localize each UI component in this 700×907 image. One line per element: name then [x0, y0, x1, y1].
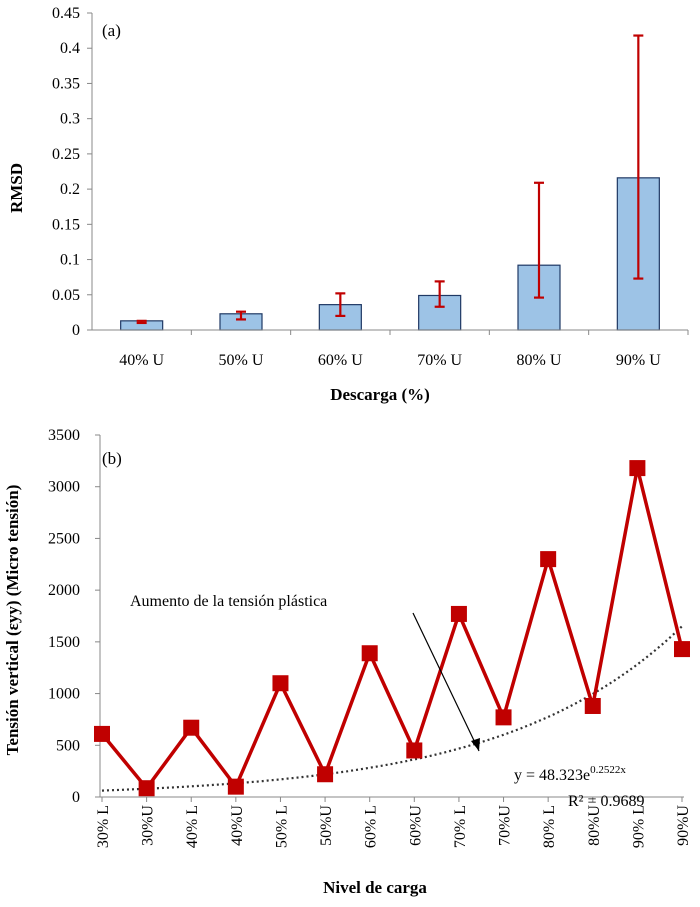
chart-b-x-tick-label: 80% L	[541, 805, 558, 848]
chart-b-y-tick-label: 3000	[48, 479, 80, 496]
chart-b-series-line	[100, 467, 684, 792]
chart-b-y-tick-labels: 0 500 1000 1500 2000 2500 3000 3500	[48, 427, 80, 806]
chart-b-x-axis-title: Nivel de carga	[323, 878, 427, 897]
chart-a-x-tick-label: 60% U	[318, 352, 363, 369]
chart-a-y-tick-label: 0.35	[52, 75, 80, 92]
chart-b-equation-base: y = 48.323e	[514, 767, 590, 784]
chart-b-marker	[317, 766, 334, 783]
chart-b-x-tick-label: 90%U	[675, 805, 692, 846]
chart-b-x-tick-label: 30% L	[95, 805, 112, 848]
chart-b-marker	[629, 460, 646, 477]
chart-b-y-tick-label: 2000	[48, 582, 80, 599]
chart-a-x-axis-title: Descarga (%)	[330, 385, 430, 404]
chart-b-x-tick-label: 80%U	[586, 805, 603, 846]
chart-b-markers	[94, 460, 690, 797]
chart-b-panel-label: (b)	[102, 449, 122, 468]
chart-a-x-tick-label: 80% U	[517, 352, 562, 369]
chart-b-y-tick-label: 1500	[48, 634, 80, 651]
chart-b-x-tick-label: 60% L	[363, 805, 380, 848]
chart-b-x-tick-label: 70%U	[497, 805, 514, 846]
chart-b-marker	[227, 778, 244, 795]
chart-a-y-tick-label: 0.2	[60, 181, 80, 198]
chart-a-x-tick-label: 40% U	[119, 352, 164, 369]
chart-b-marker	[584, 697, 601, 714]
chart-b-marker	[272, 675, 289, 692]
chart-b-marker	[361, 645, 378, 662]
chart-b-y-tick-label: 1000	[48, 686, 80, 703]
chart-a-y-tick-label: 0.05	[52, 287, 80, 304]
chart-b-marker	[450, 605, 467, 622]
chart-b-marker	[540, 551, 557, 568]
chart-b-y-tick-label: 0	[72, 789, 80, 806]
chart-b-x-tick-label: 40%U	[229, 805, 246, 846]
chart-b-marker	[138, 780, 155, 797]
chart-b-y-axis-title-text: Tensión vertical (εyy) (Micro tensión)	[3, 485, 22, 756]
chart-a-y-tick-label: 0.3	[60, 111, 80, 128]
chart-a-error-bars	[136, 34, 644, 325]
chart-b-y-tick-label: 3500	[48, 427, 80, 444]
chart-b-tension: 0 500 1000 1500 2000 2500 3000 3500 30% L 30%U 40…	[3, 427, 692, 897]
chart-b-x-tick-label: 90% L	[630, 805, 647, 848]
chart-b-x-tick-label: 70% L	[452, 805, 469, 848]
chart-a-y-axis-title: RMSD	[7, 163, 26, 213]
chart-b-x-tick-label: 30%U	[140, 805, 157, 846]
chart-a-y-tick-label: 0.4	[60, 40, 80, 57]
chart-a-y-tick-label: 0.1	[60, 252, 80, 269]
chart-a-y-tick-label: 0	[72, 322, 80, 339]
chart-a-y-tick-label: 0.25	[52, 146, 80, 163]
chart-a-x-tick-label: 50% U	[219, 352, 264, 369]
chart-a-y-tick-labels: 0 0.05 0.1 0.15 0.2 0.25 0.3 0.35 0.4 0.45	[52, 5, 80, 339]
chart-b-r2: R² = 0.9689	[568, 793, 645, 810]
chart-b-axes	[95, 434, 684, 802]
chart-a-rmsd: 0 0.05 0.1 0.15 0.2 0.25 0.3 0.35 0.4 0.45 40% U 5…	[7, 5, 689, 404]
chart-b-annotation-arrowhead	[471, 738, 480, 751]
chart-a-y-tick-label: 0.15	[52, 216, 80, 233]
chart-a-x-tick-label: 70% U	[417, 352, 462, 369]
chart-b-marker	[406, 742, 423, 759]
chart-b-y-tick-label: 2500	[48, 530, 80, 547]
chart-a-x-tick-label: 90% U	[616, 352, 661, 369]
chart-b-marker	[495, 709, 512, 726]
chart-a-y-tick-label: 0.45	[52, 5, 80, 22]
chart-b-x-tick-label: 60%U	[407, 805, 424, 846]
chart-b-y-axis-title: Tensión vertical (εyy) (Micro tensión)	[3, 485, 22, 756]
chart-b-marker	[183, 719, 200, 736]
chart-b-x-tick-labels: 30% L 30%U 40% L 40%U 50% L 50%U 60% L 60%U 70% …	[95, 805, 692, 849]
chart-b-equation: y = 48.323e0.2522x	[514, 764, 626, 784]
chart-a-axes	[87, 12, 689, 335]
chart-b-annotation-arrow	[412, 612, 480, 752]
chart-b-marker	[674, 641, 690, 658]
chart-b-marker	[94, 725, 110, 742]
chart-b-equation-exponent: 0.2522x	[590, 764, 626, 776]
chart-b-x-tick-label: 50%U	[318, 805, 335, 846]
chart-b-y-tick-label: 500	[56, 737, 80, 754]
chart-b-x-tick-label: 50% L	[273, 805, 290, 848]
chart-b-annotation: Aumento de la tensión plástica	[130, 593, 327, 610]
chart-b-x-tick-label: 40% L	[184, 805, 201, 848]
chart-a-x-tick-labels: 40% U 50% U 60% U 70% U 80% U 90% U	[119, 352, 661, 369]
chart-a-panel-label: (a)	[102, 21, 121, 40]
chart-a-bars	[120, 177, 660, 331]
